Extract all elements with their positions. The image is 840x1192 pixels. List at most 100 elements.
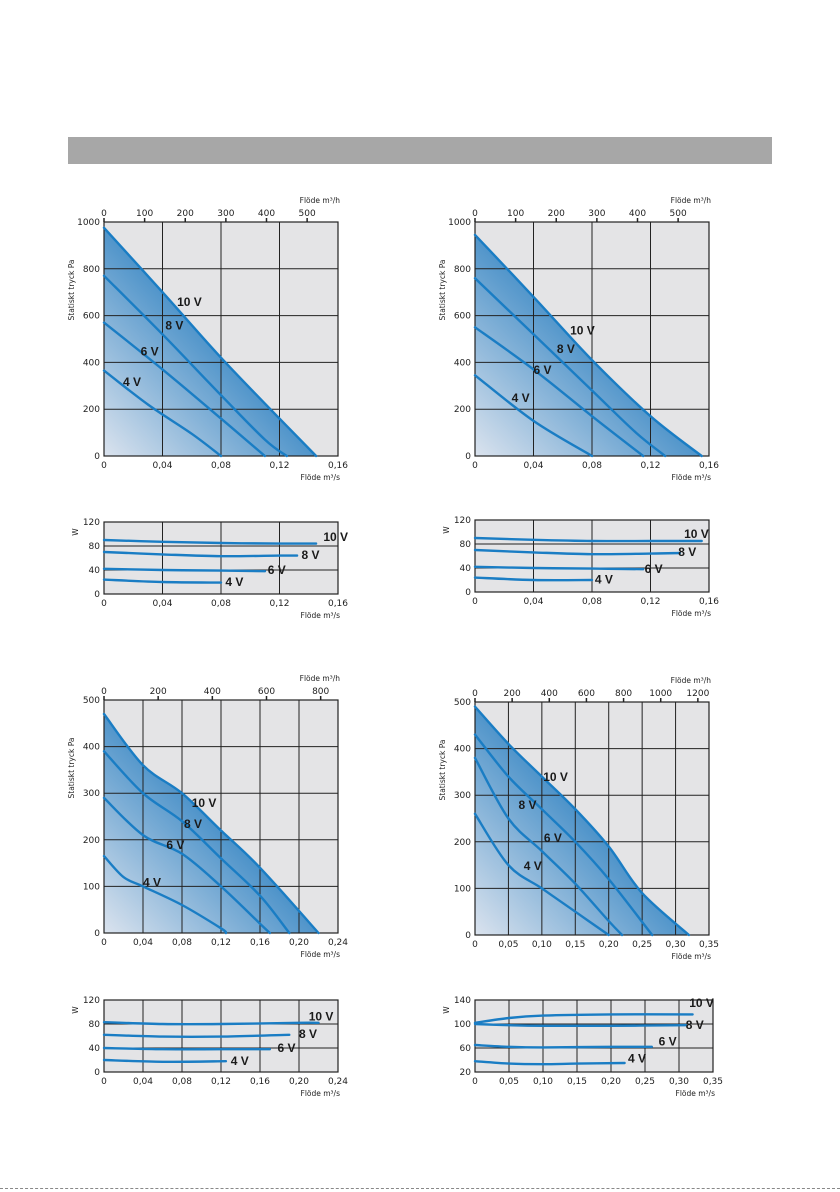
y-axis-label: Statiskt tryck Pa — [438, 740, 447, 801]
x-tick-label: 0,30 — [669, 1077, 689, 1087]
curve-label: 10 V — [684, 527, 709, 541]
x-tick-label: 0,04 — [523, 461, 543, 471]
curve-6v — [102, 796, 271, 935]
curve-6v — [102, 321, 267, 458]
y-tick-label: 200 — [83, 836, 100, 846]
x-tick-label: 0,25 — [635, 1077, 655, 1087]
curve-8v — [102, 274, 288, 458]
curve-label: 6 V — [645, 562, 663, 576]
x-axis-label: Flöde m³/s — [301, 950, 341, 959]
x-tick-label: 0,12 — [211, 938, 231, 948]
top-axis-tick-label: 400 — [629, 209, 646, 219]
y-tick-label: 80 — [89, 1020, 101, 1030]
curve-4v — [473, 812, 610, 937]
x-tick-label: 0,04 — [523, 597, 543, 607]
curve-10v — [473, 233, 703, 458]
top-axis-tick-label: 800 — [615, 689, 632, 699]
curve-4v — [473, 576, 594, 582]
y-tick-label: 300 — [454, 791, 471, 801]
x-tick-label: 0,08 — [211, 461, 231, 471]
y-tick-label: 100 — [454, 1020, 471, 1030]
y-tick-label: 100 — [83, 882, 100, 892]
top-axis-label: Flöde m³/h — [671, 196, 712, 205]
curve-label: 6 V — [659, 1035, 677, 1049]
top-axis-tick-label: 400 — [258, 209, 275, 219]
y-tick-label: 300 — [83, 789, 100, 799]
top-axis-label: Flöde m³/h — [300, 196, 341, 205]
top-axis-tick-label: 100 — [507, 209, 524, 219]
x-tick-label: 0,12 — [640, 597, 660, 607]
top-axis-tick-label: 0 — [472, 689, 478, 699]
plot-frame — [474, 519, 710, 593]
x-tick-label: 0 — [101, 599, 107, 609]
x-tick-label: 0 — [101, 461, 107, 471]
top-axis-tick-label: 400 — [204, 687, 221, 697]
plot-frame — [474, 701, 710, 936]
x-tick-label: 0,25 — [632, 940, 652, 950]
top-axis-label: Flöde m³/h — [300, 674, 341, 683]
x-tick-label: 0,05 — [499, 1077, 519, 1087]
x-tick-label: 0,16 — [250, 1077, 270, 1087]
x-tick-label: 0 — [472, 597, 478, 607]
y-tick-label: 400 — [454, 745, 471, 755]
curve-8v — [473, 277, 667, 458]
y-axis-label: W — [71, 1006, 80, 1014]
x-tick-label: 0,24 — [328, 938, 348, 948]
curve-8v — [102, 1033, 291, 1039]
x-tick-label: 0,24 — [328, 1077, 348, 1087]
y-tick-label: 200 — [83, 405, 100, 415]
y-tick-label: 600 — [83, 312, 100, 322]
curve-8v — [473, 548, 681, 556]
x-tick-label: 0,12 — [211, 1077, 231, 1087]
y-tick-label: 40 — [89, 566, 101, 576]
y-tick-label: 0 — [465, 588, 471, 598]
curve-label: 8 V — [686, 1018, 704, 1032]
x-tick-label: 0,20 — [289, 938, 309, 948]
c1-power-chart: 10 V 8 V 6 V 4 V 0 0,04 0,08 0,12 0,16 0 40 80 120 Fl… — [71, 518, 348, 620]
y-tick-label: 120 — [83, 996, 100, 1006]
y-tick-label: 80 — [460, 540, 472, 550]
operating-area — [104, 714, 319, 933]
x-tick-label: 0,12 — [269, 599, 289, 609]
y-tick-label: 80 — [89, 542, 101, 552]
x-tick-label: 0,16 — [250, 938, 270, 948]
x-tick-label: 0,10 — [532, 940, 552, 950]
curve-label: 10 V — [689, 996, 714, 1010]
y-tick-label: 120 — [83, 518, 100, 528]
x-tick-label: 0,12 — [269, 461, 289, 471]
top-axis-label: Flöde m³/h — [671, 676, 712, 685]
y-tick-label: 0 — [94, 1068, 100, 1078]
curve-label: 8 V — [518, 798, 536, 812]
curve-label: 10 V — [309, 1009, 334, 1023]
y-axis-label: Statiskt tryck Pa — [67, 738, 76, 799]
y-axis-label: Statiskt tryck Pa — [438, 260, 447, 321]
y-tick-label: 40 — [460, 564, 472, 574]
curve-6v — [102, 1046, 271, 1051]
curve-6v — [473, 326, 645, 458]
x-tick-label: 0 — [472, 1077, 478, 1087]
top-axis-tick-label: 600 — [258, 687, 275, 697]
y-tick-label: 600 — [454, 312, 471, 322]
y-axis-label: W — [442, 1006, 451, 1014]
curve-label: 8 V — [165, 319, 183, 333]
x-tick-label: 0,04 — [133, 1077, 153, 1087]
curve-label: 6 V — [544, 831, 562, 845]
y-tick-label: 60 — [460, 1044, 472, 1054]
x-tick-label: 0,35 — [699, 940, 719, 950]
y-axis-label: W — [442, 526, 451, 534]
curve-8v — [102, 750, 291, 935]
x-tick-label: 0,16 — [328, 461, 348, 471]
y-tick-label: 400 — [83, 743, 100, 753]
x-tick-label: 0,08 — [172, 938, 192, 948]
y-axis-label: W — [71, 528, 80, 536]
x-tick-label: 0,05 — [498, 940, 518, 950]
curve-label: 4 V — [123, 375, 141, 389]
c4-power-chart: 10 V 8 V 6 V 4 V 0 0,05 0,10 0,15 0,20 0,25 0,30 0,… — [442, 996, 723, 1098]
x-axis-label: Flöde m³/s — [301, 1089, 341, 1098]
curve-8v — [473, 733, 654, 937]
curve-10v — [102, 226, 318, 458]
x-tick-label: 0,08 — [172, 1077, 192, 1087]
x-tick-label: 0,20 — [601, 1077, 621, 1087]
curve-10v — [102, 712, 320, 935]
